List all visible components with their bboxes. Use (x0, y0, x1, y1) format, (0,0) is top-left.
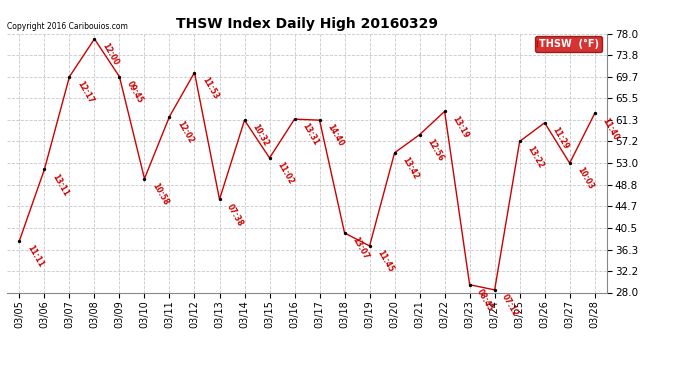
Point (314, 117, 325, 123)
Text: 12:56: 12:56 (425, 138, 445, 163)
Text: 07:12: 07:12 (500, 293, 520, 318)
Point (39, 166, 50, 172)
Point (89, 36, 100, 42)
Text: 13:31: 13:31 (300, 122, 320, 147)
Text: 11:11: 11:11 (25, 243, 45, 269)
Point (14, 238, 25, 244)
Point (489, 287, 500, 293)
Point (464, 282, 475, 288)
Text: 12:02: 12:02 (175, 119, 195, 145)
Text: 12:17: 12:17 (75, 80, 95, 105)
Point (414, 132, 425, 138)
Point (239, 117, 250, 123)
Text: 11:45: 11:45 (375, 249, 395, 274)
Text: 10:03: 10:03 (575, 166, 595, 191)
Text: 14:40: 14:40 (325, 123, 345, 148)
Text: 11:02: 11:02 (275, 161, 295, 186)
Point (289, 116, 300, 122)
Text: 12:00: 12:00 (100, 42, 120, 67)
Point (389, 150, 400, 156)
Text: 13:42: 13:42 (400, 156, 420, 181)
Text: Copyright 2016 Caribouios.com: Copyright 2016 Caribouios.com (7, 22, 128, 31)
Point (339, 230, 350, 236)
Text: 11:53: 11:53 (200, 75, 220, 100)
Point (189, 70, 200, 76)
Text: 10:58: 10:58 (150, 182, 170, 207)
Text: 13:07: 13:07 (350, 236, 370, 261)
Point (164, 114, 175, 120)
Text: 10:32: 10:32 (250, 123, 270, 148)
Text: 13:11: 13:11 (50, 172, 70, 198)
Point (364, 243, 375, 249)
Point (64, 74, 75, 80)
Text: 08:45: 08:45 (475, 288, 495, 313)
Text: 13:22: 13:22 (525, 144, 545, 170)
Point (114, 74, 125, 80)
Point (214, 196, 225, 202)
Point (514, 138, 525, 144)
Text: 11:29: 11:29 (550, 126, 570, 151)
Point (539, 120, 550, 126)
Point (564, 160, 575, 166)
Point (264, 155, 275, 161)
Text: 09:45: 09:45 (125, 80, 145, 105)
Legend: THSW  (°F): THSW (°F) (535, 36, 602, 52)
Point (439, 108, 450, 114)
Text: 11:40: 11:40 (600, 116, 620, 142)
Point (139, 176, 150, 181)
Title: THSW Index Daily High 20160329: THSW Index Daily High 20160329 (176, 17, 438, 31)
Text: 07:38: 07:38 (225, 202, 245, 228)
Point (589, 111, 600, 117)
Text: 13:19: 13:19 (450, 114, 470, 140)
